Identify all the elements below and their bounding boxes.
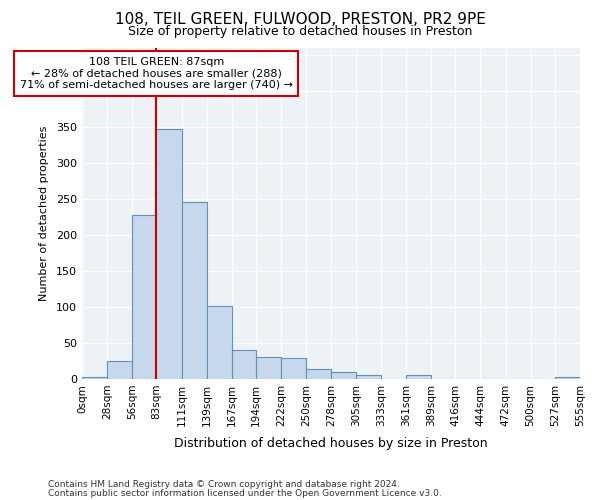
Bar: [157, 129, 182, 379]
Bar: [555, 378, 580, 379]
Bar: [256, 358, 281, 379]
Text: Contains HM Land Registry data © Crown copyright and database right 2024.: Contains HM Land Registry data © Crown c…: [48, 480, 400, 489]
Bar: [281, 358, 307, 379]
Bar: [356, 376, 381, 379]
Text: 108 TEIL GREEN: 87sqm
← 28% of detached houses are smaller (288)
71% of semi-det: 108 TEIL GREEN: 87sqm ← 28% of detached …: [20, 57, 293, 90]
Bar: [206, 306, 232, 379]
Text: 108, TEIL GREEN, FULWOOD, PRESTON, PR2 9PE: 108, TEIL GREEN, FULWOOD, PRESTON, PR2 9…: [115, 12, 485, 28]
Bar: [406, 376, 431, 379]
Bar: [132, 214, 157, 379]
Text: Contains public sector information licensed under the Open Government Licence v3: Contains public sector information licen…: [48, 488, 442, 498]
Y-axis label: Number of detached properties: Number of detached properties: [39, 126, 49, 301]
Bar: [82, 378, 107, 379]
Bar: [307, 369, 331, 379]
Bar: [331, 372, 356, 379]
Text: Size of property relative to detached houses in Preston: Size of property relative to detached ho…: [128, 25, 472, 38]
Bar: [182, 202, 206, 379]
X-axis label: Distribution of detached houses by size in Preston: Distribution of detached houses by size …: [174, 437, 488, 450]
Bar: [107, 361, 132, 379]
Bar: [232, 350, 256, 379]
